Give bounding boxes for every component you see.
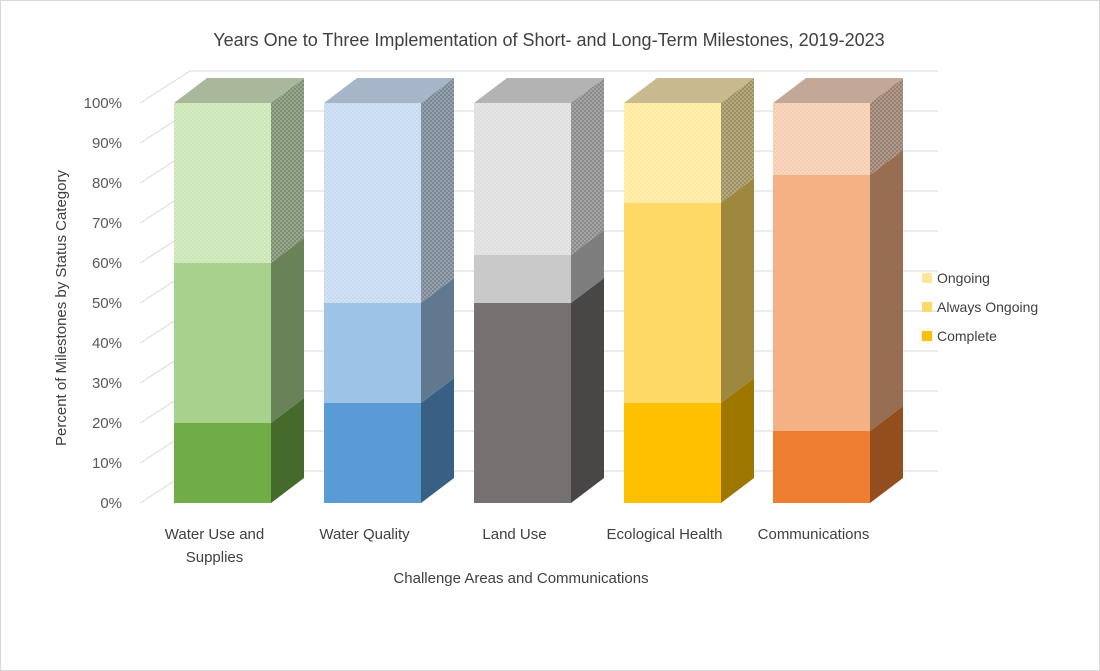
bar-segment-complete	[324, 403, 421, 503]
y-tick-label: 10%	[92, 455, 122, 472]
bar-segment-side	[271, 398, 304, 503]
bar-segment-side	[870, 406, 903, 503]
legend-label: Ongoing	[937, 270, 990, 286]
x-category-label: Ecological Health	[607, 526, 723, 543]
y-tick-label: 50%	[92, 295, 122, 312]
x-category-label: Water Use and	[165, 526, 265, 543]
y-tick-label: 90%	[92, 135, 122, 152]
x-axis-label: Challenge Areas and Communications	[393, 570, 648, 587]
legend-swatch	[922, 273, 932, 283]
bar-segment-complete	[773, 431, 870, 503]
x-category-label: Supplies	[186, 549, 244, 566]
bar-segment-side	[421, 378, 454, 503]
bar-segment-side	[571, 278, 604, 503]
y-axis-label: Percent of Milestones by Status Category	[53, 170, 70, 446]
chart-title: Years One to Three Implementation of Sho…	[213, 30, 884, 50]
y-tick-label: 70%	[92, 215, 122, 232]
bar-segment-side	[870, 150, 903, 431]
bar-segment-side	[421, 278, 454, 403]
bar-segment-complete	[624, 403, 721, 503]
bar-segment-always	[624, 203, 721, 403]
bar-segment-texture	[571, 78, 604, 255]
bar-segment-side	[571, 230, 604, 303]
legend-swatch	[922, 331, 932, 341]
x-category-label: Water Quality	[319, 526, 410, 543]
y-tick-label: 30%	[92, 375, 122, 392]
bar-segment-texture	[624, 103, 721, 203]
bar-segment-texture	[324, 103, 421, 303]
legend-label: Always Ongoing	[937, 299, 1038, 315]
y-tick-label: 80%	[92, 175, 122, 192]
y-tick-label: 40%	[92, 335, 122, 352]
bar-segment-side	[271, 238, 304, 423]
bar-segment-texture	[721, 78, 754, 203]
bar-stack	[474, 78, 604, 503]
bar-top	[324, 78, 454, 103]
bar-segment-texture	[870, 78, 903, 175]
gridline	[139, 70, 938, 104]
x-category-label: Land Use	[482, 526, 546, 543]
bar-segment-side	[721, 178, 754, 403]
bar-top	[624, 78, 754, 103]
bar-top	[474, 78, 604, 103]
legend-swatch	[922, 302, 932, 312]
y-axis-ticks: 0% 10% 20% 30% 40% 50% 60% 70% 80% 90% 100%	[84, 95, 122, 512]
y-tick-label: 100%	[84, 95, 122, 112]
y-tick-label: 0%	[100, 495, 122, 512]
bar-stack	[773, 78, 903, 503]
legend: Ongoing Always Ongoing Complete	[922, 270, 1038, 344]
bar-segment-texture	[421, 78, 454, 303]
bar-segment-always	[474, 255, 571, 303]
x-axis-categories: Water Use and Supplies Water Quality Land U…	[165, 526, 870, 566]
bar-segment-side	[721, 378, 754, 503]
bar-stack	[174, 78, 304, 503]
bar-stack	[324, 78, 454, 503]
bar-segment-always	[773, 175, 870, 431]
bar-segment-texture	[271, 78, 304, 263]
bar-top	[174, 78, 304, 103]
bar-segment-always	[174, 263, 271, 423]
bar-segment-complete	[474, 303, 571, 503]
legend-label: Complete	[937, 328, 997, 344]
bar-top	[773, 78, 903, 103]
bar-segment-texture	[773, 103, 870, 175]
bar-segment-complete	[174, 423, 271, 503]
y-tick-label: 20%	[92, 415, 122, 432]
y-tick-label: 60%	[92, 255, 122, 272]
bar-stack	[624, 78, 754, 503]
bars	[174, 78, 903, 503]
bar-segment-texture	[174, 103, 271, 263]
x-category-label: Communications	[758, 526, 870, 543]
bar-segment-texture	[474, 103, 571, 255]
bar-segment-always	[324, 303, 421, 403]
